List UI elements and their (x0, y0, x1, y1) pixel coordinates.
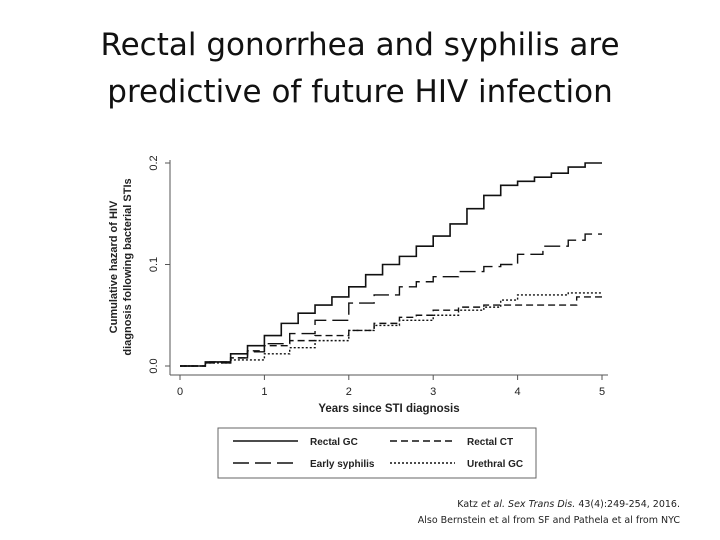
x-tick-label: 3 (430, 386, 436, 398)
title-line-1: Rectal gonorrhea and syphilis are (100, 27, 620, 63)
series-rectal-gc (180, 162, 602, 367)
x-tick-label: 1 (261, 386, 267, 398)
slide-title: Rectal gonorrhea and syphilis are predic… (0, 22, 720, 116)
citation-et-al: et al. (480, 499, 506, 510)
citation-line-2: Also Bernstein et al from SF and Pathela… (417, 515, 680, 526)
legend-label-rectal-ct: Rectal CT (467, 437, 513, 448)
x-axis-label: Years since STI diagnosis (318, 403, 459, 415)
series-rectal-ct (180, 296, 602, 367)
y-tick-label: 0.0 (148, 358, 160, 373)
citation-authors: Katz (457, 499, 478, 510)
y-tick-label: 0.2 (148, 155, 160, 170)
citation-journal: Sex Trans Dis. (508, 499, 576, 510)
y-axis-label-line1: Cumulative hazard of HIV (108, 200, 120, 333)
citation-line-1: Katz et al. Sex Trans Dis. 43(4):249-254… (418, 497, 680, 513)
legend-label-rectal-gc: Rectal GC (310, 437, 358, 448)
x-tick-label: 0 (177, 386, 183, 398)
x-tick-label: 4 (515, 386, 521, 398)
title-line-2: predictive of future HIV infection (107, 74, 613, 110)
series-early-syphilis (180, 233, 602, 367)
citation: Katz et al. Sex Trans Dis. 43(4):249-254… (418, 497, 680, 529)
y-tick-label: 0.1 (148, 257, 160, 272)
legend-label-urethral-gc: Urethral GC (467, 459, 523, 470)
series-urethral-gc (180, 292, 602, 367)
legend-label-early-syphilis: Early syphilis (310, 459, 375, 470)
citation-details: 43(4):249-254, 2016. (578, 499, 680, 510)
y-axis-label-line2: diagnosis following bacterial STIs (122, 178, 134, 355)
x-tick-label: 5 (599, 386, 605, 398)
plot-area: 0 1 2 3 4 5 0.0 0.1 0.2 (148, 155, 608, 398)
legend-box (217, 427, 537, 479)
legend: Rectal GC Rectal CT Early syphilis Urethral… (233, 437, 523, 470)
x-tick-label: 2 (346, 386, 352, 398)
